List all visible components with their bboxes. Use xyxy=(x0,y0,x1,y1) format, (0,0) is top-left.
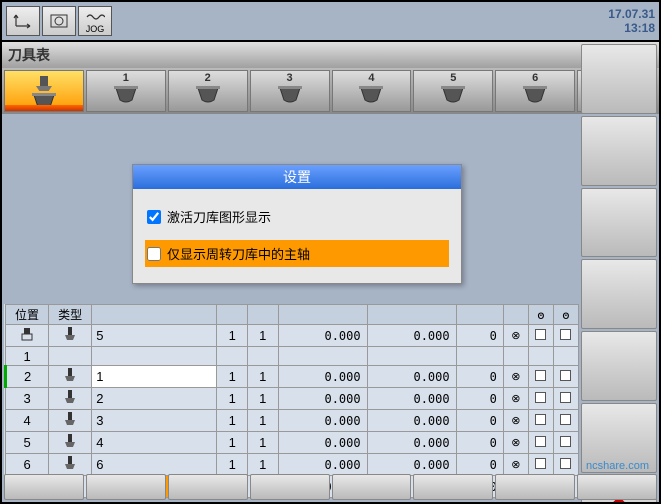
title-bar: 刀具表 NEWEAY xyxy=(2,42,659,68)
table-row[interactable]: 5110.0000.0000⊗ xyxy=(6,325,579,347)
header-bar: JOG 17.07.31 13:18 xyxy=(2,2,659,42)
datetime: 17.07.31 13:18 xyxy=(608,7,655,36)
tool-table-wrap: 位置 类型 ꙩ ꙩ 5110.0000.0000⊗121110.0000.000… xyxy=(4,304,579,498)
table-row[interactable]: 1 xyxy=(6,347,579,366)
softkey-r3[interactable] xyxy=(581,188,657,258)
tool-slot-4[interactable]: 4 xyxy=(332,70,412,112)
softkey-b6[interactable] xyxy=(413,474,493,500)
dialog-option-2[interactable]: 仅显示周转刀库中的主轴 xyxy=(145,240,449,267)
option2-label: 仅显示周转刀库中的主轴 xyxy=(167,244,310,263)
softkey-r1[interactable] xyxy=(581,44,657,114)
softkey-b8[interactable] xyxy=(577,474,657,500)
tool-slot-6[interactable]: 6 xyxy=(495,70,575,112)
axis-icon[interactable] xyxy=(6,6,40,36)
monitor-icon[interactable] xyxy=(42,6,76,36)
softkey-r5[interactable] xyxy=(581,331,657,401)
table-header-row: 位置 类型 ꙩ ꙩ xyxy=(6,305,579,325)
table-row[interactable]: 21110.0000.0000⊗ xyxy=(6,366,579,388)
softkey-r2[interactable] xyxy=(581,116,657,186)
option1-checkbox[interactable] xyxy=(147,210,161,224)
table-row[interactable]: 66110.0000.0000⊗ xyxy=(6,454,579,476)
tool-slot-5[interactable]: 5 xyxy=(413,70,493,112)
option1-label: 激活刀库图形显示 xyxy=(167,207,271,226)
softkey-b2[interactable] xyxy=(86,474,166,500)
settings-dialog: 设置 激活刀库图形显示 仅显示周转刀库中的主轴 xyxy=(132,164,462,284)
tool-slot-2[interactable]: 2 xyxy=(168,70,248,112)
table-row[interactable]: 43110.0000.0000⊗ xyxy=(6,410,579,432)
softkey-b3[interactable] xyxy=(168,474,248,500)
right-softkey-column: ✖ 取消 @ 确定 xyxy=(581,44,657,504)
screen-root: JOG 17.07.31 13:18 刀具表 NEWEAY 1234567 设置… xyxy=(0,0,661,504)
col-position: 位置 xyxy=(6,305,49,325)
jog-mode-icon[interactable]: JOG xyxy=(78,6,112,36)
dialog-option-1[interactable]: 激活刀库图形显示 xyxy=(145,203,449,230)
watermark: ncshare.com xyxy=(586,460,649,472)
col-type: 类型 xyxy=(49,305,92,325)
bottom-softkey-row xyxy=(4,474,657,500)
softkey-r4[interactable] xyxy=(581,259,657,329)
time-text: 13:18 xyxy=(608,21,655,35)
tool-table: 位置 类型 ꙩ ꙩ 5110.0000.0000⊗121110.0000.000… xyxy=(4,304,579,498)
option2-checkbox[interactable] xyxy=(147,247,161,261)
softkey-b1[interactable] xyxy=(4,474,84,500)
table-row[interactable]: 32110.0000.0000⊗ xyxy=(6,388,579,410)
dialog-body: 激活刀库图形显示 仅显示周转刀库中的主轴 xyxy=(133,189,461,283)
header-icons: JOG xyxy=(6,6,112,36)
page-title: 刀具表 xyxy=(8,45,50,65)
date-text: 17.07.31 xyxy=(608,7,655,21)
softkey-b7[interactable] xyxy=(495,474,575,500)
tool-slot-0[interactable] xyxy=(4,70,84,112)
jog-label: JOG xyxy=(86,25,105,34)
softkey-b4[interactable] xyxy=(250,474,330,500)
softkey-b5[interactable] xyxy=(332,474,412,500)
tool-slot-3[interactable]: 3 xyxy=(250,70,330,112)
tool-slot-row: 1234567 xyxy=(2,68,659,114)
dialog-title: 设置 xyxy=(133,165,461,189)
table-row[interactable]: 54110.0000.0000⊗ xyxy=(6,432,579,454)
tool-slot-1[interactable]: 1 xyxy=(86,70,166,112)
main-area: 设置 激活刀库图形显示 仅显示周转刀库中的主轴 位置 类型 xyxy=(2,114,659,474)
